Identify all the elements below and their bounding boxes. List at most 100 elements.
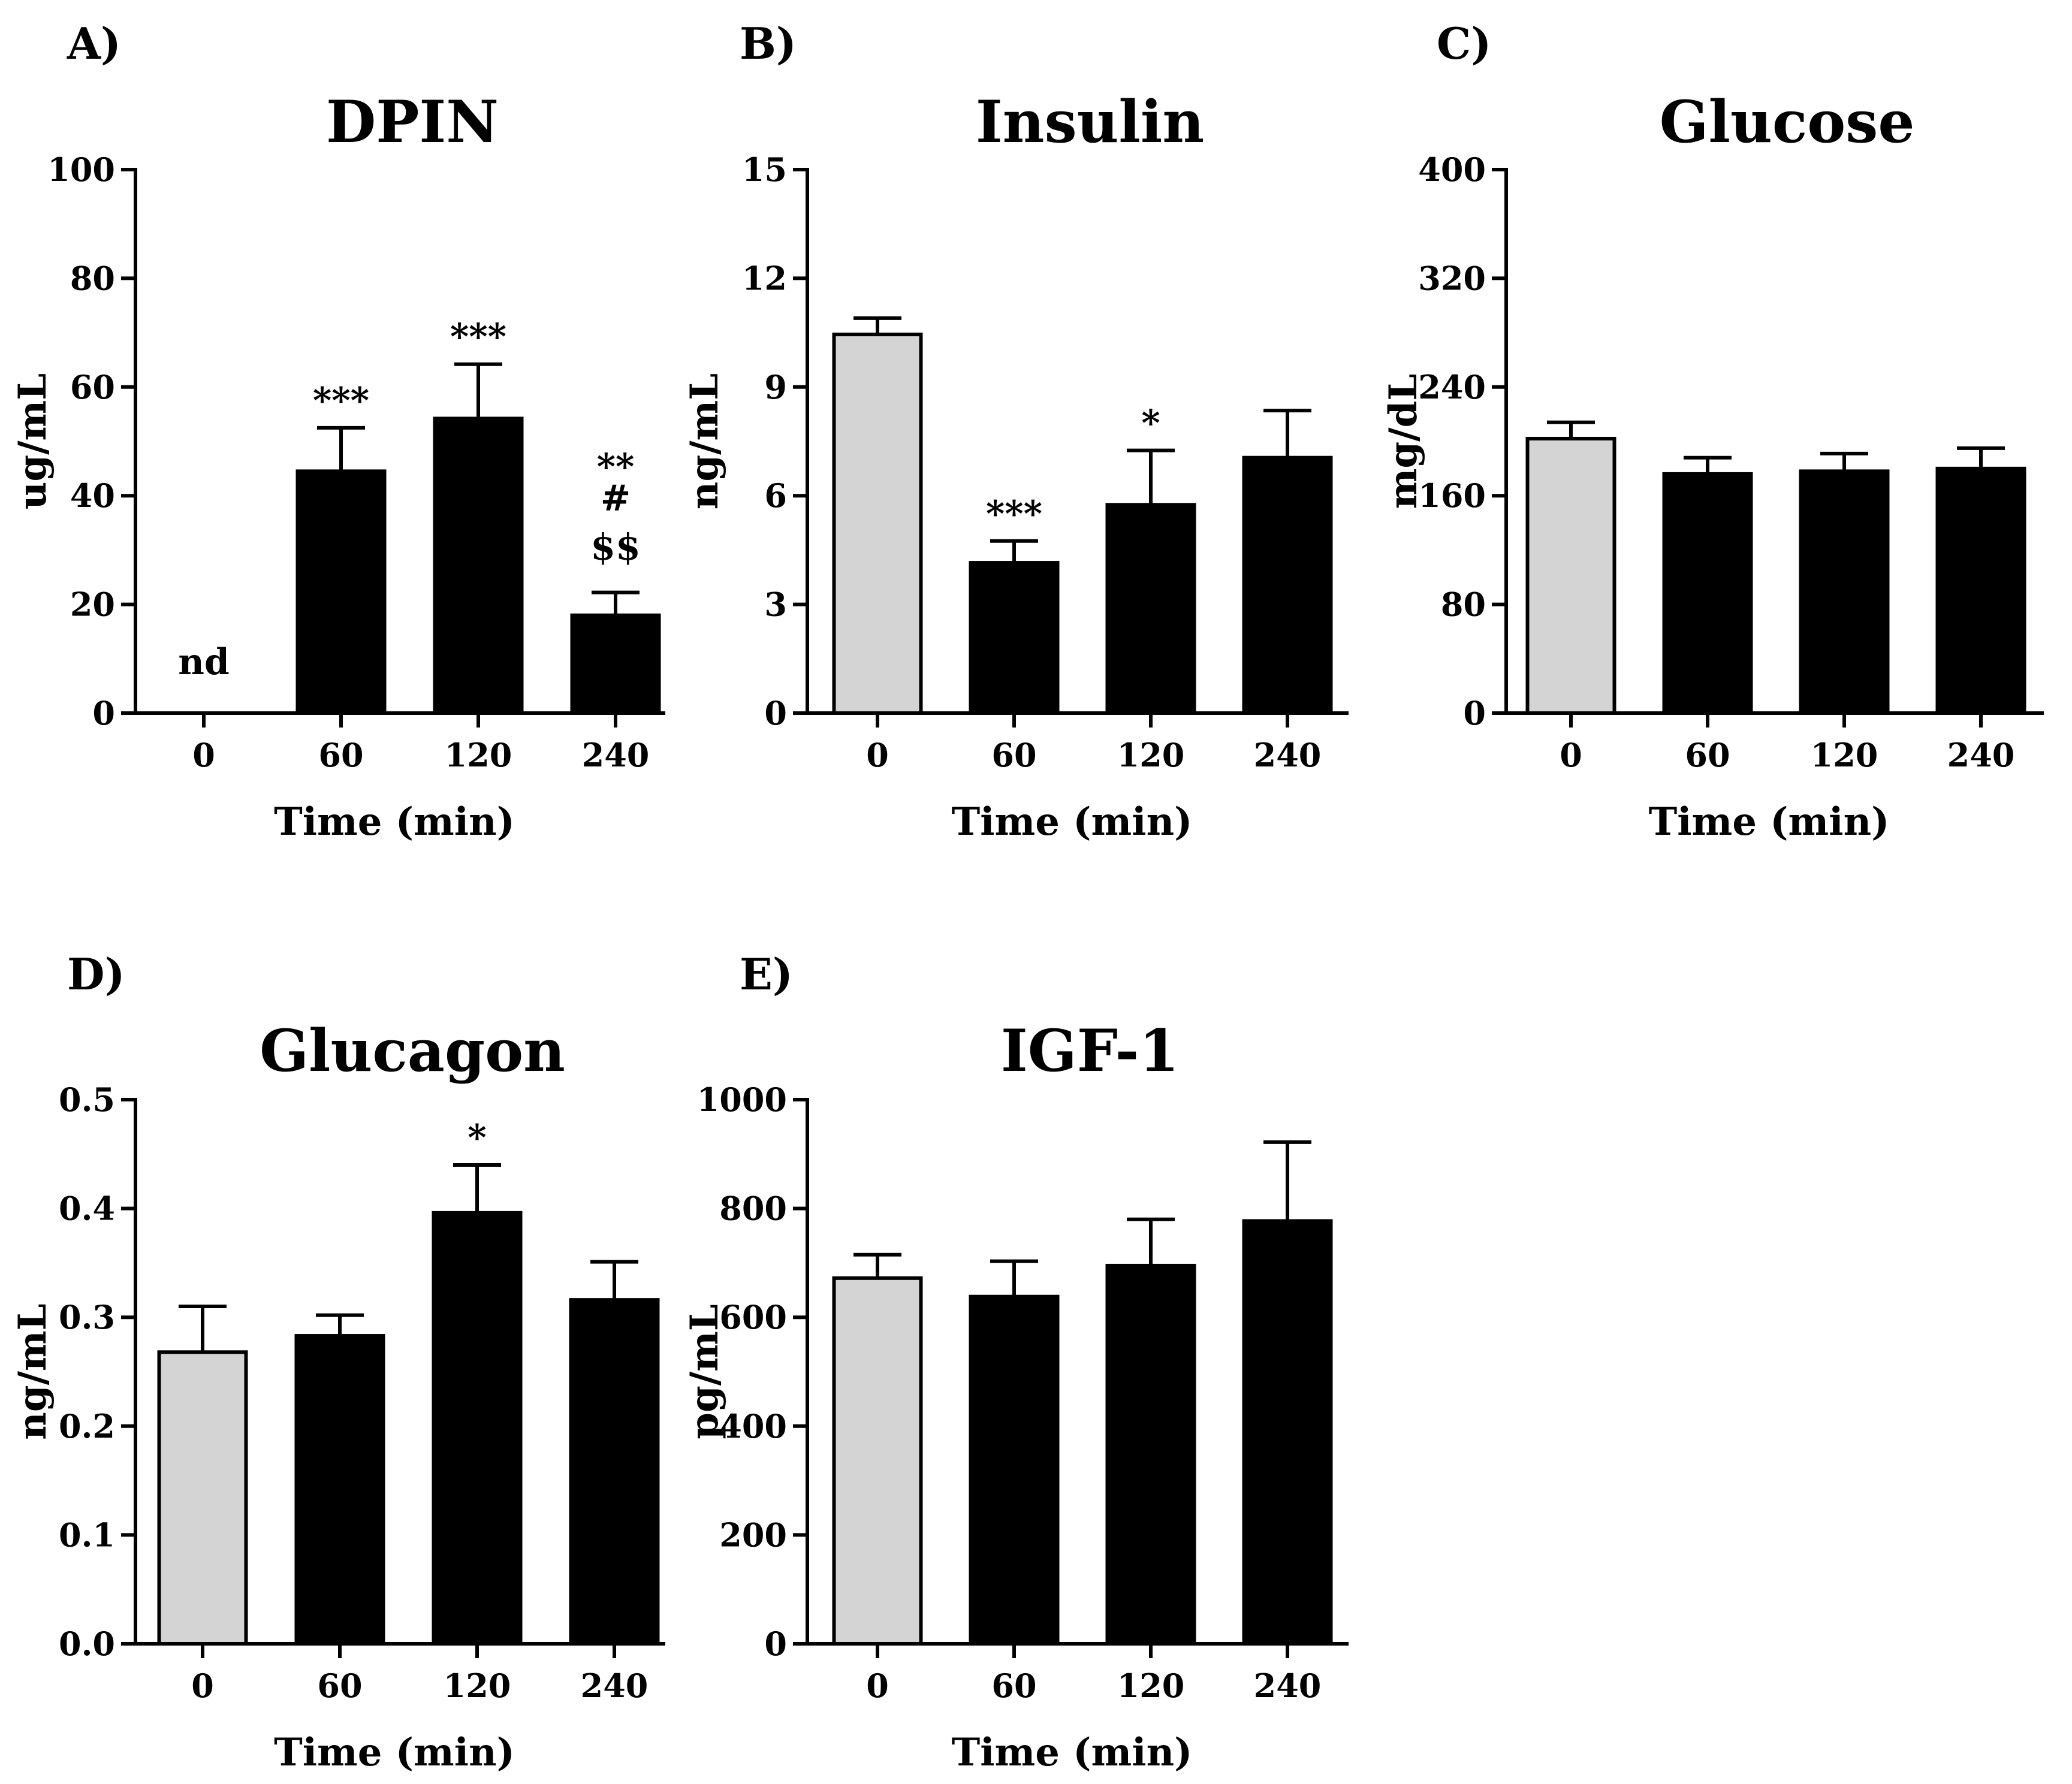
y-axis-label: pg/mL — [682, 1304, 727, 1439]
x-tick-label: 120 — [1117, 736, 1185, 774]
y-tick-label: 0.2 — [59, 1407, 115, 1445]
x-tick-label: 240 — [582, 736, 650, 774]
bar-120 — [432, 1211, 523, 1646]
y-tick-label: 0.3 — [59, 1298, 115, 1336]
panel-label: E) — [740, 949, 793, 1000]
x-tick-label: 0 — [1560, 736, 1582, 774]
y-axis-label: ug/mL — [10, 373, 55, 509]
bar-0 — [832, 333, 923, 715]
x-axis-label: Time (min) — [274, 799, 515, 844]
chart-title: Glucagon — [260, 1017, 565, 1085]
y-tick-label: 20 — [70, 585, 115, 624]
bar-0 — [157, 1350, 248, 1646]
x-axis-label: Time (min) — [952, 799, 1193, 844]
bar-240 — [569, 1298, 660, 1646]
chart-title: Insulin — [976, 88, 1204, 156]
x-tick-label: 240 — [1947, 736, 2015, 774]
x-tick-label: 240 — [1254, 1667, 1322, 1705]
y-tick-label: 0.5 — [59, 1080, 115, 1119]
y-tick-label: 0 — [92, 694, 115, 732]
x-axis-label: Time (min) — [952, 1730, 1193, 1775]
y-tick-label: 12 — [742, 259, 787, 297]
chart-panel-a: A) DPIN 0 20 40 60 80 100 0 60 120 240 Time (min) ug/… — [10, 18, 665, 844]
y-tick-label: 0.4 — [59, 1190, 115, 1228]
y-tick-label: 600 — [719, 1298, 787, 1336]
significance-label: *** — [450, 316, 506, 358]
x-tick-label: 240 — [1254, 736, 1322, 774]
panel-label: D) — [67, 949, 125, 1000]
x-tick-label: 60 — [991, 736, 1036, 774]
x-tick-label: 0 — [191, 1667, 214, 1705]
bar-60 — [294, 1334, 385, 1646]
y-tick-label: 9 — [764, 368, 787, 406]
x-tick-label: 60 — [991, 1667, 1036, 1705]
panel-label: A) — [67, 18, 121, 69]
significance-label: *** — [313, 380, 369, 422]
bar-0 — [1525, 436, 1616, 716]
x-tick-label: 120 — [444, 1667, 511, 1705]
chart-panel-c: C) Glucose 0 80 160 240 320 400 0 60 120 240 Time (m… — [1381, 18, 2044, 844]
y-tick-label: 100 — [47, 150, 115, 189]
y-tick-label: 80 — [1441, 585, 1486, 624]
significance-label: # — [601, 478, 631, 520]
x-tick-label: 120 — [1117, 1667, 1185, 1705]
bar-60 — [295, 469, 387, 715]
y-tick-label: 3 — [764, 585, 787, 624]
x-tick-label: 120 — [445, 736, 512, 774]
chart-panel-d: D) Glucagon 0.0 0.1 0.2 0.3 0.4 0.5 0 60 120 240 Tim… — [10, 949, 665, 1775]
x-tick-label: 240 — [581, 1667, 649, 1705]
bar-60 — [969, 561, 1060, 716]
x-tick-label: 120 — [1811, 736, 1878, 774]
bar-0 — [832, 1276, 923, 1646]
y-tick-label: 40 — [70, 476, 115, 515]
y-tick-label: 0.0 — [59, 1625, 115, 1663]
significance-label: $$ — [590, 527, 641, 569]
y-tick-label: 60 — [70, 368, 115, 406]
bar-120 — [1799, 469, 1890, 715]
y-tick-label: 320 — [1418, 259, 1486, 297]
bar-120 — [433, 416, 524, 715]
significance-label: nd — [178, 641, 230, 683]
y-tick-label: 240 — [1418, 368, 1486, 406]
y-tick-label: 160 — [1418, 476, 1486, 515]
x-tick-label: 0 — [866, 1667, 889, 1705]
y-tick-label: 0 — [764, 694, 787, 732]
significance-label: ** — [597, 446, 635, 488]
x-axis-label: Time (min) — [1649, 799, 1890, 844]
y-tick-label: 80 — [70, 259, 115, 297]
y-tick-label: 6 — [764, 476, 787, 515]
panel-label: B) — [740, 18, 797, 69]
chart-title: DPIN — [326, 88, 499, 156]
bar-120 — [1105, 1263, 1196, 1646]
y-axis-label: mg/dL — [1381, 374, 1426, 509]
y-tick-label: 1000 — [697, 1080, 787, 1119]
chart-title: IGF-1 — [1001, 1017, 1179, 1085]
chart-panel-e: E) IGF-1 0 200 400 600 800 1000 0 60 120 240 Time (m… — [682, 949, 1349, 1775]
y-tick-label: 400 — [719, 1407, 787, 1445]
x-tick-label: 0 — [192, 736, 215, 774]
y-tick-label: 15 — [742, 150, 787, 189]
y-tick-label: 0.1 — [59, 1516, 115, 1554]
bar-240 — [1935, 466, 2026, 715]
y-axis-label: ng/mL — [682, 373, 727, 509]
bar-60 — [969, 1294, 1060, 1646]
y-tick-label: 0 — [764, 1625, 787, 1663]
bar-120 — [1105, 503, 1196, 715]
y-tick-label: 200 — [719, 1516, 787, 1554]
panel-label: C) — [1437, 18, 1491, 69]
bar-240 — [1242, 455, 1333, 716]
x-tick-label: 60 — [318, 736, 363, 774]
significance-label: *** — [986, 493, 1042, 535]
chart-title: Glucose — [1660, 88, 1915, 156]
significance-label: * — [468, 1117, 486, 1159]
y-axis-label: ng/mL — [10, 1303, 55, 1439]
chart-panel-b: B) Insulin 0 3 6 9 12 15 0 60 120 240 Time (min) ng/m… — [682, 18, 1349, 844]
bar-240 — [570, 613, 661, 715]
y-tick-label: 400 — [1418, 150, 1486, 189]
bar-60 — [1662, 472, 1753, 715]
x-axis-label: Time (min) — [274, 1730, 515, 1775]
x-tick-label: 60 — [1685, 736, 1730, 774]
x-tick-label: 60 — [317, 1667, 362, 1705]
bar-240 — [1242, 1219, 1333, 1646]
